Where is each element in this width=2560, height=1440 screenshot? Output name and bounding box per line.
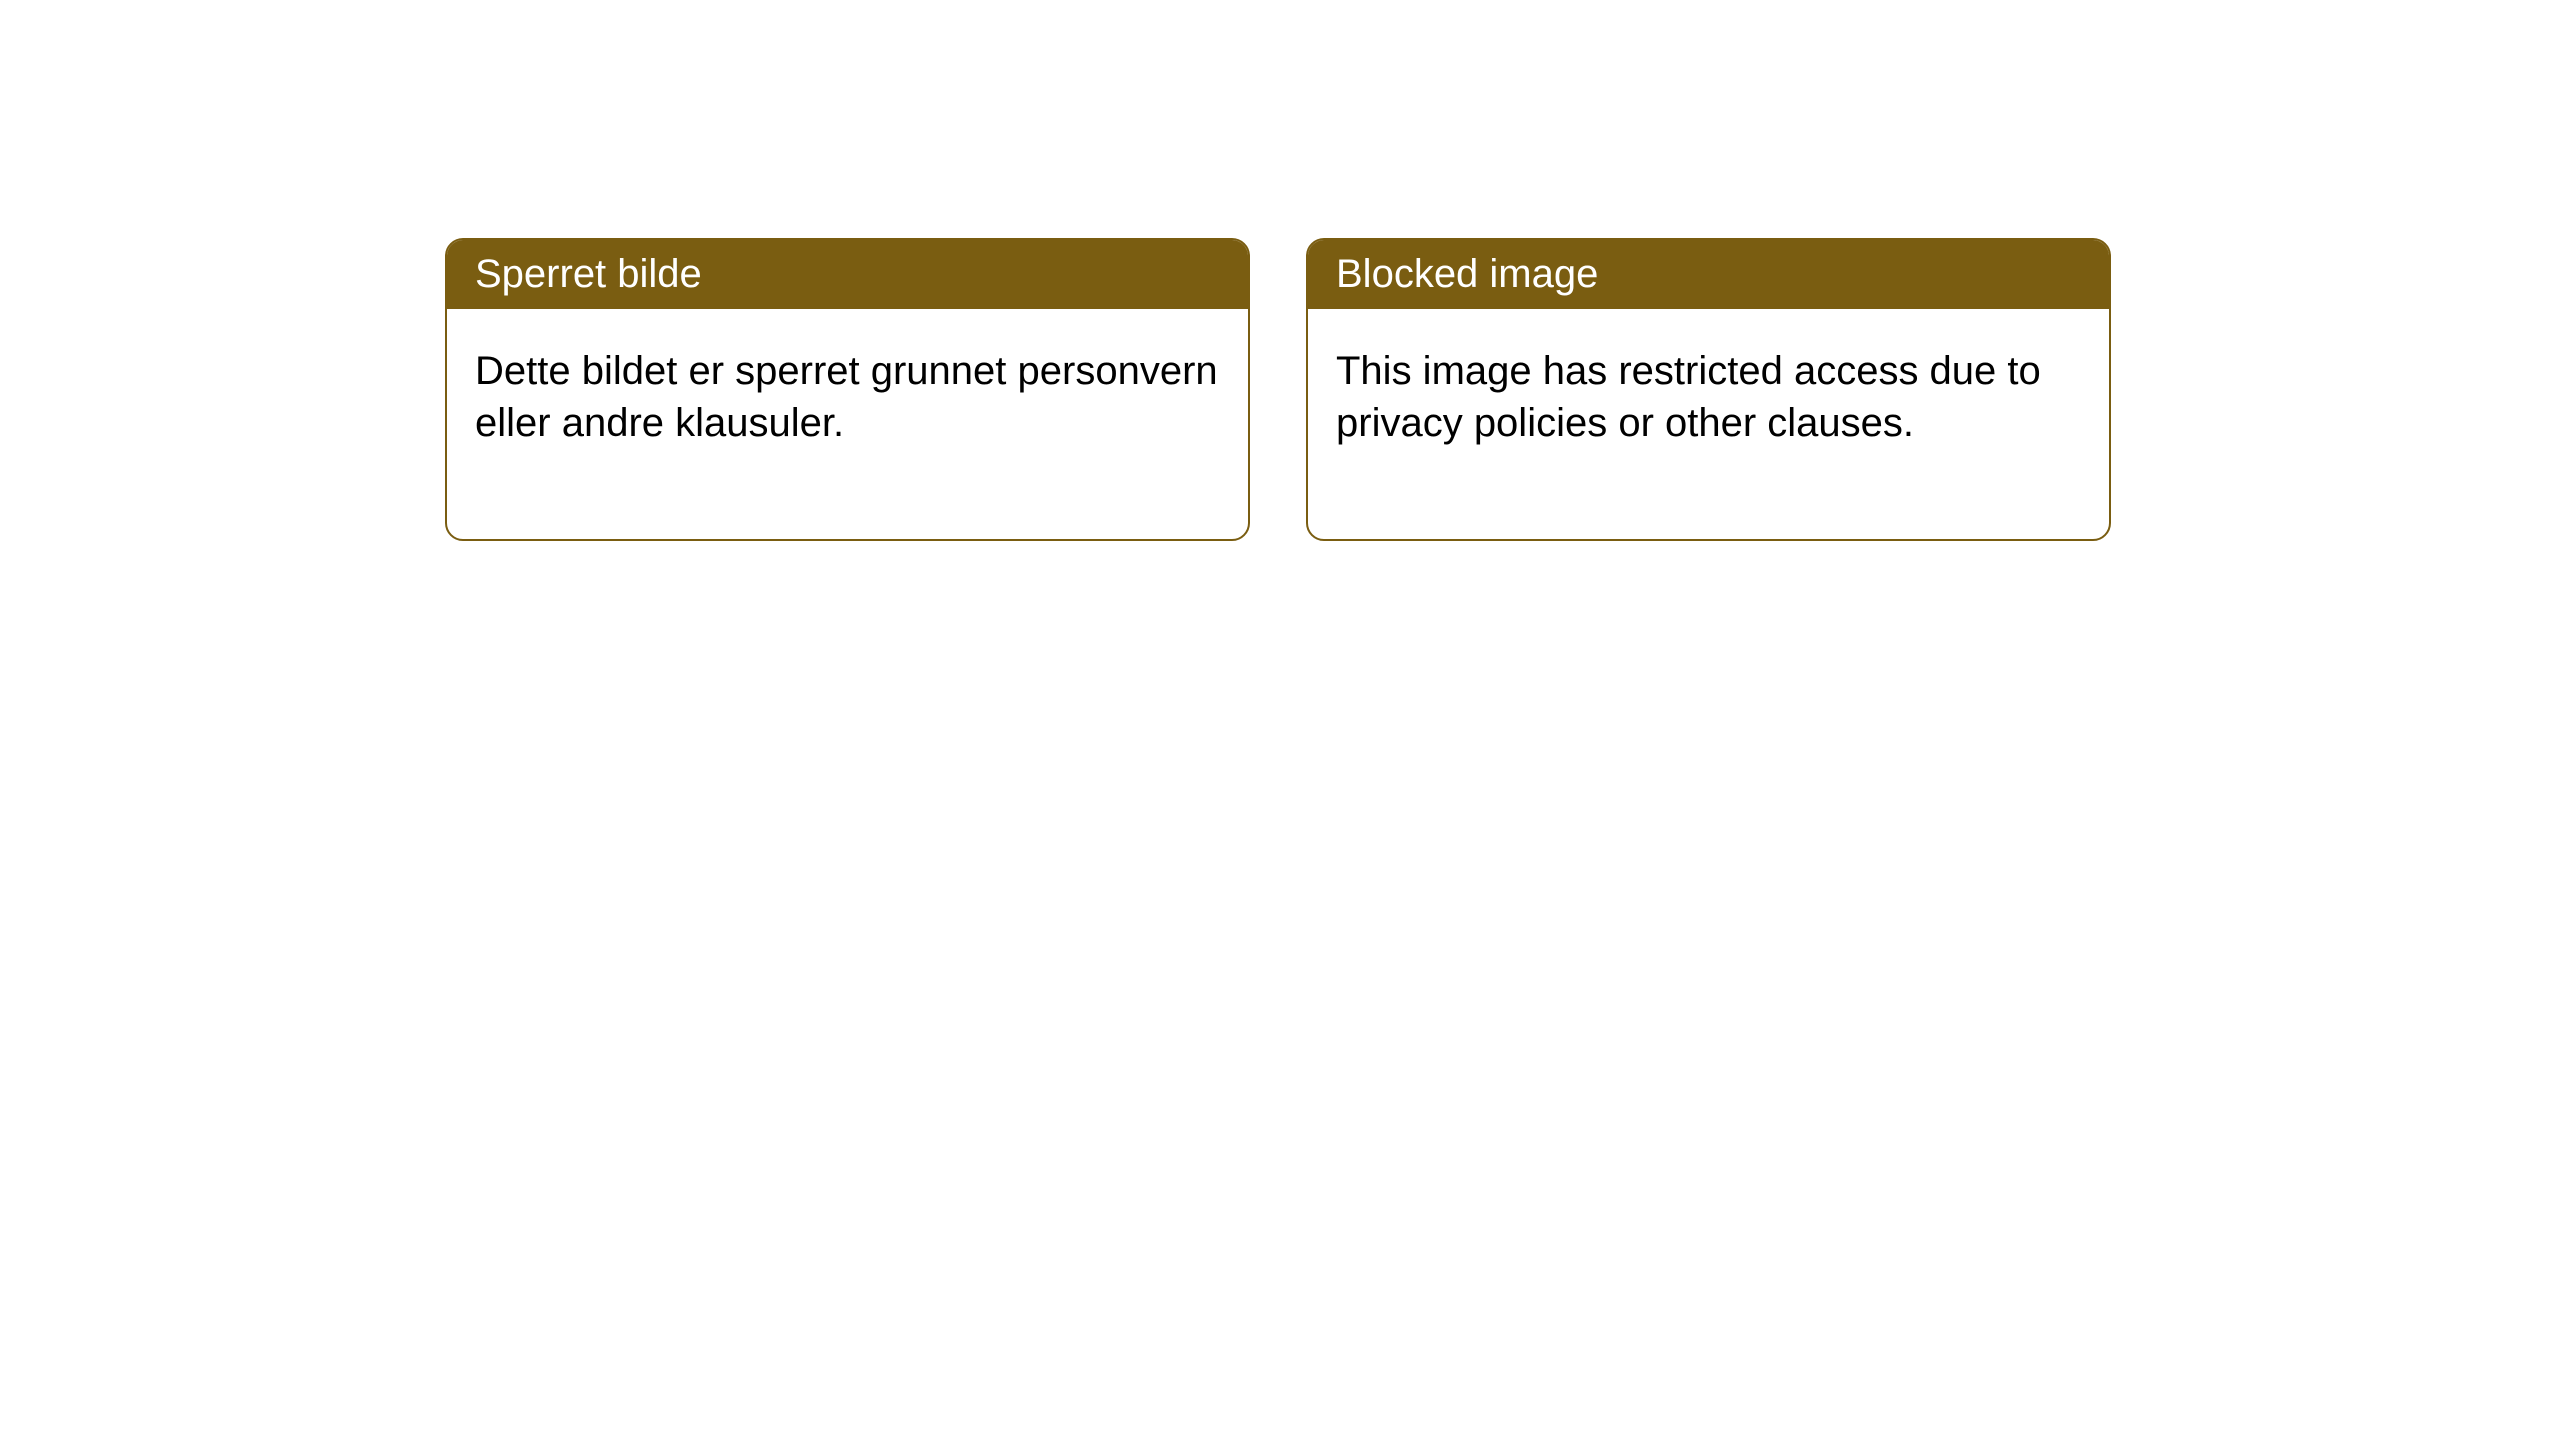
notice-body-norwegian: Dette bildet er sperret grunnet personve… — [447, 309, 1248, 539]
notice-card-english: Blocked image This image has restricted … — [1306, 238, 2111, 541]
notice-title-norwegian: Sperret bilde — [475, 252, 702, 296]
notice-text-norwegian: Dette bildet er sperret grunnet personve… — [475, 349, 1218, 445]
notice-text-english: This image has restricted access due to … — [1336, 349, 2041, 445]
notice-header-norwegian: Sperret bilde — [447, 240, 1248, 309]
notice-container: Sperret bilde Dette bildet er sperret gr… — [445, 238, 2111, 541]
notice-title-english: Blocked image — [1336, 252, 1598, 296]
notice-card-norwegian: Sperret bilde Dette bildet er sperret gr… — [445, 238, 1250, 541]
notice-body-english: This image has restricted access due to … — [1308, 309, 2109, 539]
notice-header-english: Blocked image — [1308, 240, 2109, 309]
